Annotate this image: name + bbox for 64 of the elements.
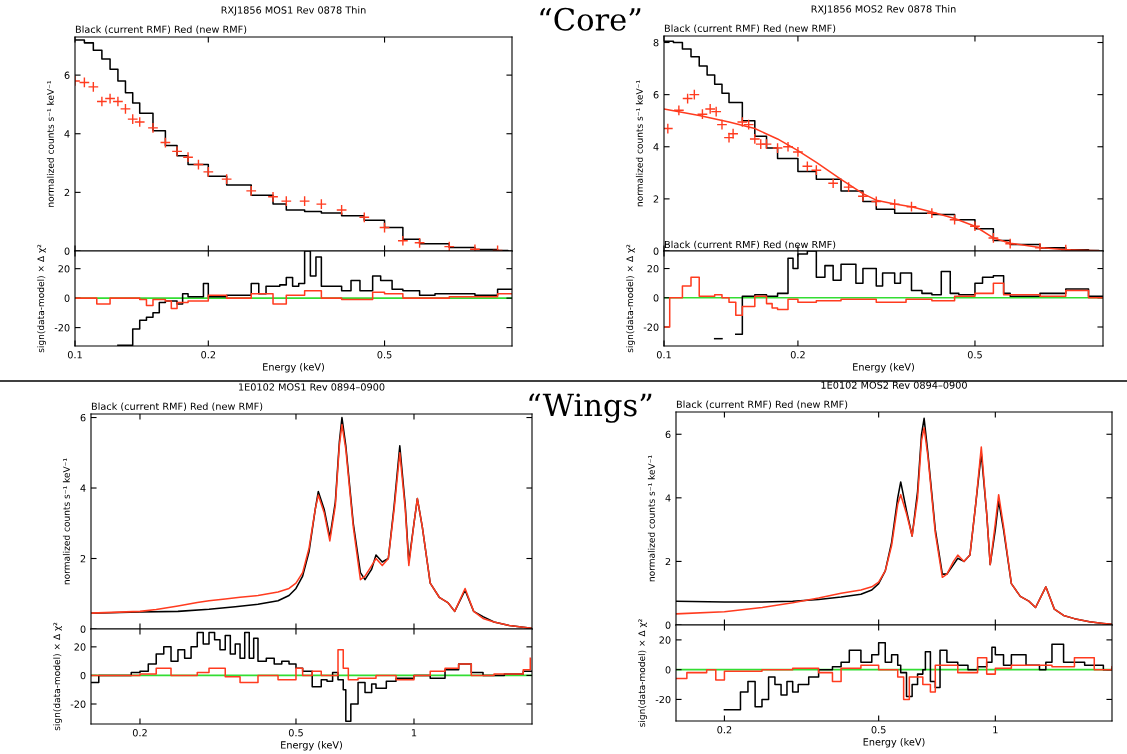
- y-tick-label: 2: [64, 188, 70, 197]
- y-tick-label: 4: [80, 484, 86, 492]
- y-tick-label: 4: [64, 130, 70, 138]
- x-tick-label: 0.1: [67, 351, 82, 359]
- x-axis-title: Energy (keV): [853, 363, 914, 373]
- y-tick-label: 0: [80, 671, 86, 680]
- y-tick-label: 0: [80, 625, 86, 633]
- y-tick-label: 2: [80, 554, 86, 563]
- y-axis-title: sign(data-model) × Δ χ²: [37, 244, 46, 353]
- y-tick-label: 20: [74, 643, 86, 651]
- y-tick-label: 0: [653, 294, 659, 302]
- y-tick-label: -20: [643, 323, 659, 331]
- y-axis-title: sign(data-model) × Δ χ²: [638, 619, 647, 727]
- x-tick-label: 0.5: [377, 351, 392, 359]
- x-tick-label: 0.2: [790, 351, 805, 359]
- y-tick-label: 20: [647, 265, 659, 273]
- x-axis-title: Energy (keV): [263, 363, 324, 373]
- y-tick-label: 6: [653, 91, 659, 99]
- chart-title: 1E0102 MOS2 Rev 0894–0900: [821, 381, 967, 389]
- x-tick-label: 0.2: [717, 726, 732, 734]
- y-axis-title: normalized counts s⁻¹ keV⁻¹: [635, 80, 643, 207]
- y-tick-label: 2: [653, 195, 659, 203]
- chart-title: RXJ1856 MOS2 Rev 0878 Thin: [811, 5, 956, 15]
- y-tick-label: 20: [58, 265, 70, 273]
- x-tick-label: 0.5: [871, 726, 886, 734]
- y-axis-title: sign(data-model) × Δ χ²: [626, 244, 635, 353]
- annotation: “Wings”: [529, 393, 652, 423]
- y-tick-label: 8: [653, 38, 659, 47]
- y-tick-label: -20: [70, 700, 86, 708]
- y-tick-label: 0: [64, 247, 70, 255]
- chart-title: RXJ1856 MOS1 Rev 0878 Thin: [221, 6, 366, 16]
- y-tick-label: 6: [64, 71, 70, 79]
- x-axis-title: Energy (keV): [281, 741, 342, 751]
- x-tick-label: 0.2: [201, 351, 216, 359]
- y-axis-title: sign(data-model) × Δ χ²: [53, 622, 62, 731]
- y-axis-title: normalized counts s⁻¹ keV⁻¹: [46, 80, 54, 207]
- x-tick-label: 0.5: [967, 351, 982, 359]
- y-tick-label: 0: [665, 666, 671, 674]
- y-tick-label: 6: [80, 414, 86, 422]
- y-tick-label: -20: [655, 695, 671, 704]
- y-tick-label: 4: [653, 143, 659, 151]
- y-tick-label: 6: [665, 430, 671, 439]
- y-tick-label: 0: [653, 247, 659, 255]
- y-tick-label: 2: [665, 557, 671, 566]
- chart-title: 1E0102 MOS1 Rev 0894–0900: [239, 383, 385, 391]
- x-tick-label: 0.5: [288, 729, 303, 737]
- chart-subtitle: Black (current RMF) Red (new RMF): [91, 402, 263, 412]
- y-axis-title: normalized counts s⁻¹ keV⁻¹: [647, 455, 655, 582]
- chart-subtitle: Black (current RMF) Red (new RMF): [664, 240, 836, 250]
- text: “Core”: [540, 7, 641, 31]
- y-tick-label: 0: [665, 621, 671, 629]
- x-axis-title: Energy (keV): [863, 738, 925, 748]
- x-tick-label: 1: [993, 726, 998, 734]
- y-tick-label: 4: [665, 494, 671, 502]
- y-tick-label: 0: [64, 294, 70, 302]
- x-tick-label: 0.2: [132, 729, 147, 737]
- x-tick-label: 1: [411, 729, 417, 737]
- x-tick-label: 0.1: [656, 351, 671, 359]
- chart-subtitle: Black (current RMF) Red (new RMF): [664, 24, 836, 34]
- chart-subtitle: Black (current RMF) Red (new RMF): [75, 25, 247, 35]
- y-tick-label: 20: [659, 636, 671, 644]
- y-tick-label: -20: [54, 324, 70, 332]
- chart-subtitle: Black (current RMF) Red (new RMF): [676, 400, 848, 410]
- y-axis-title: normalized counts s⁻¹ keV⁻¹: [62, 458, 70, 585]
